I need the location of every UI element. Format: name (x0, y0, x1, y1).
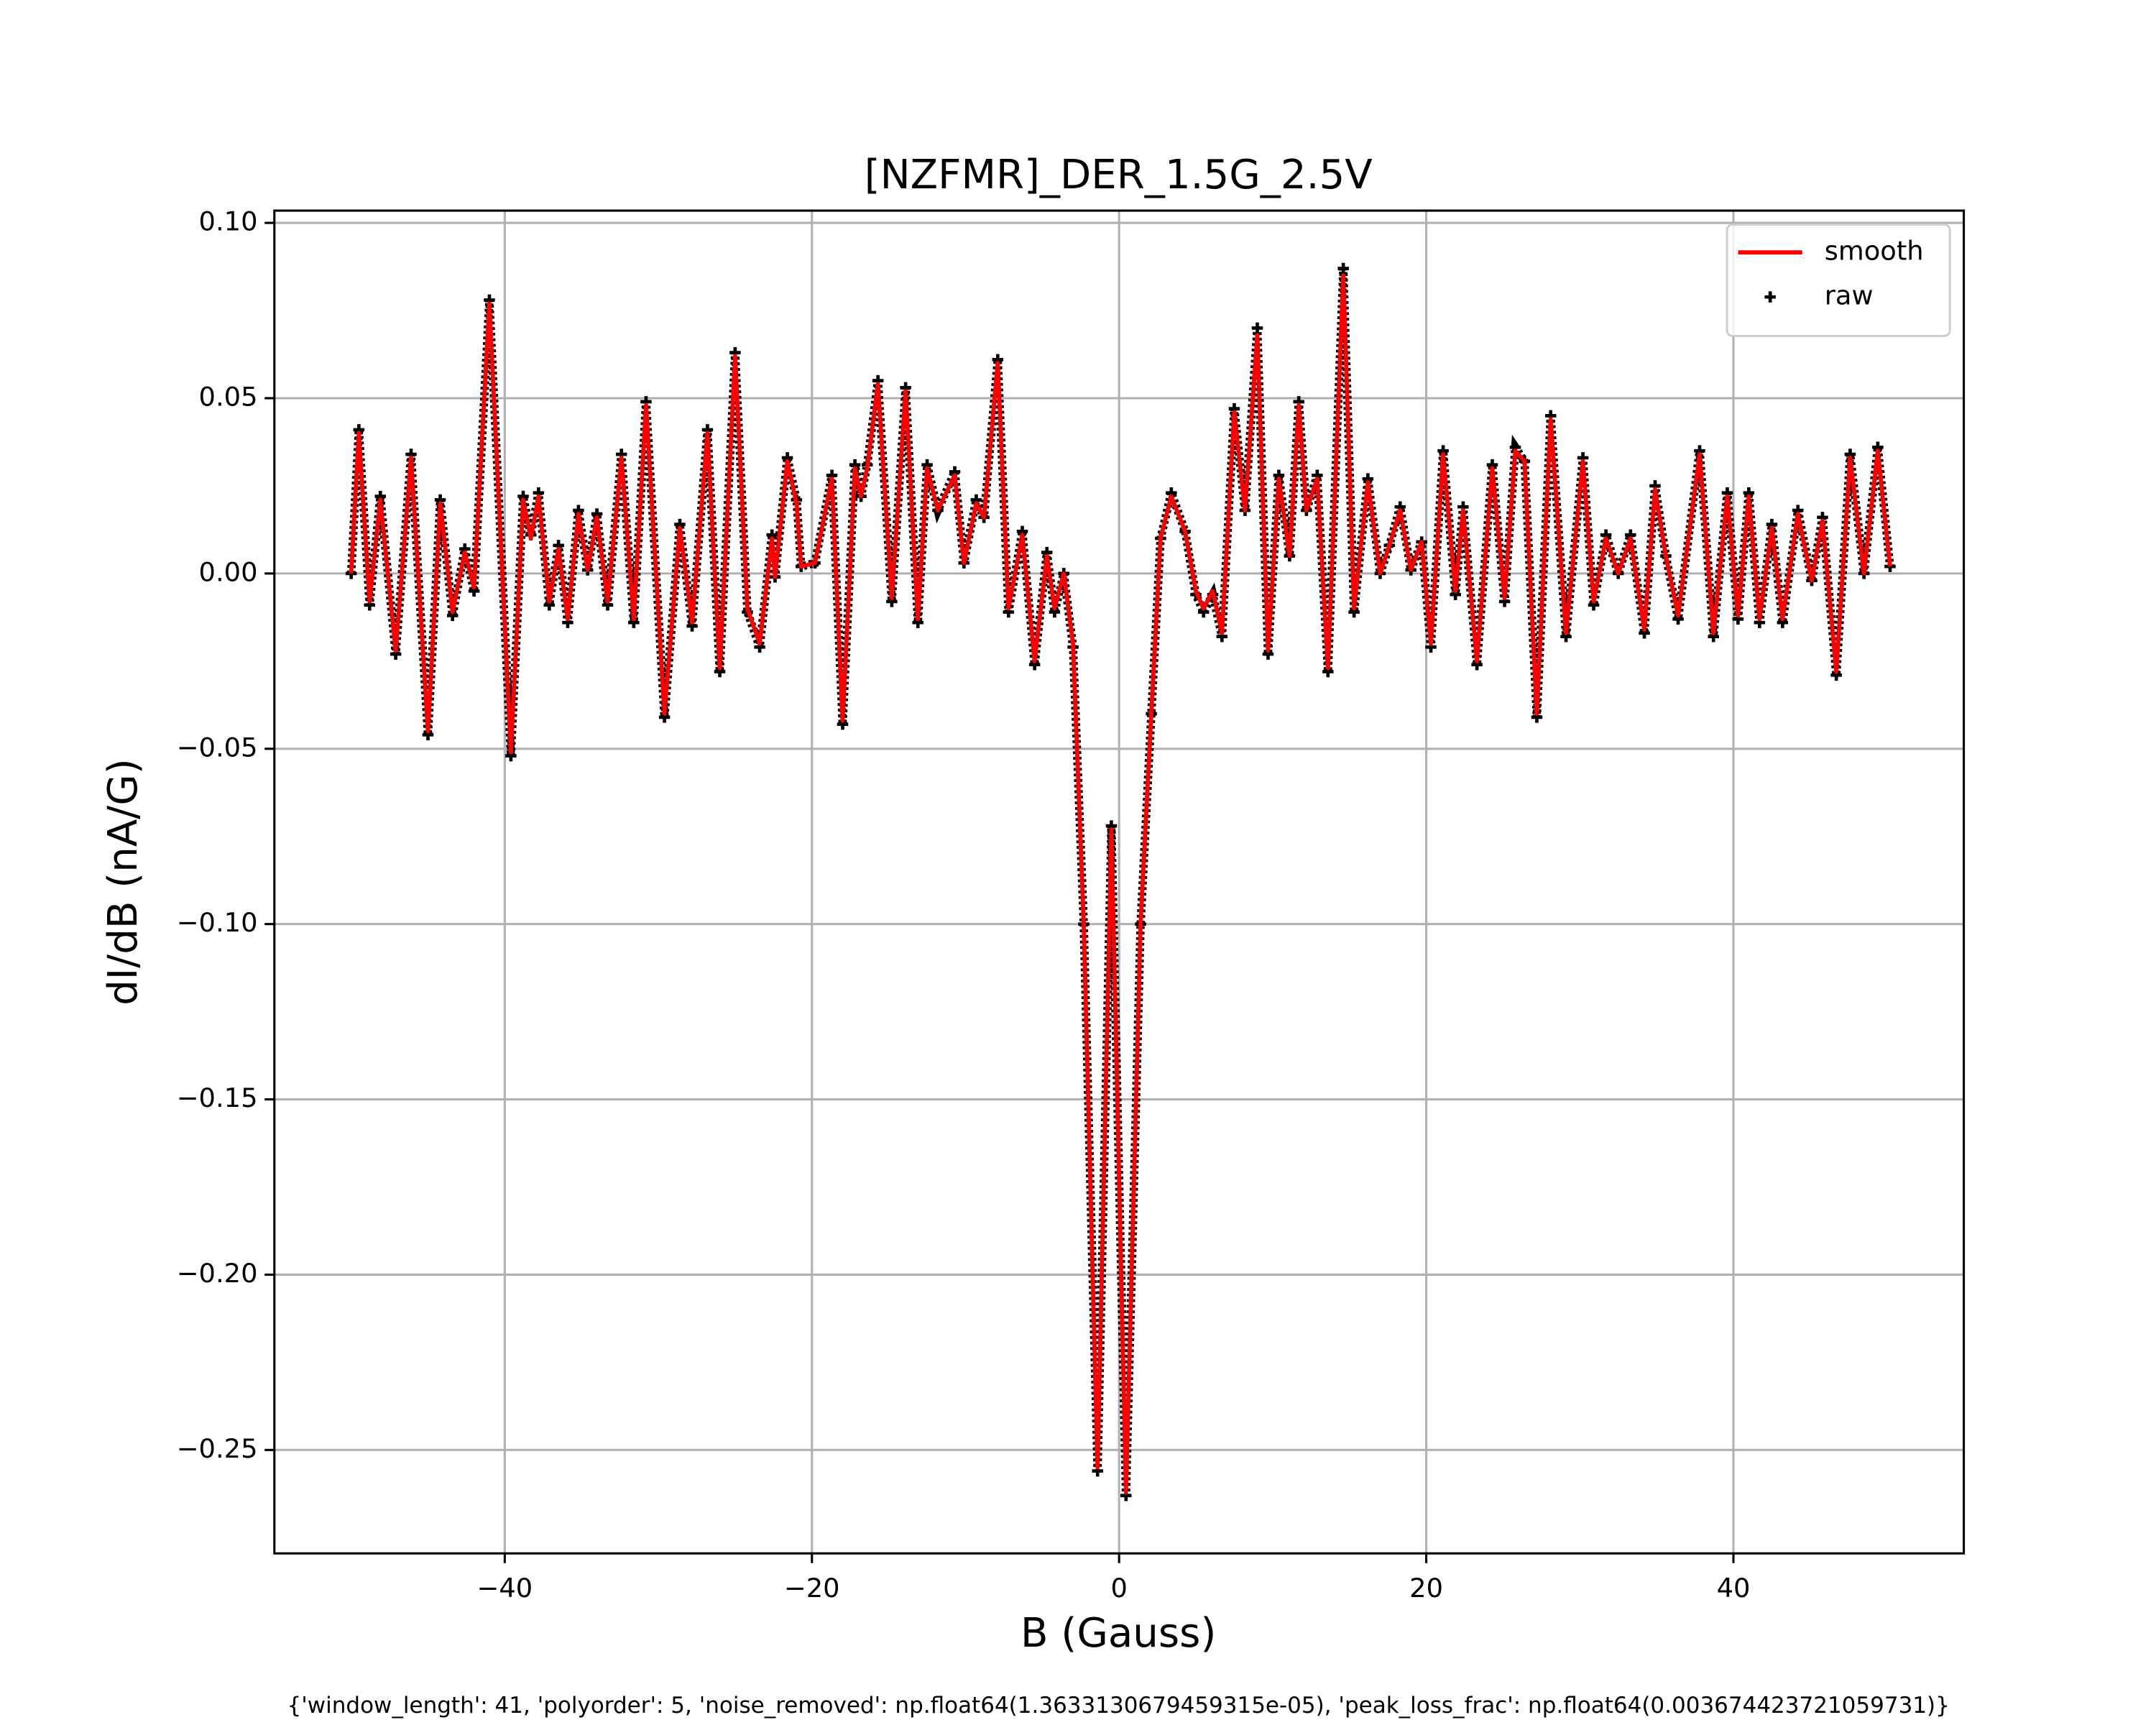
legend-label: raw (1825, 280, 1874, 311)
x-axis-label: B (Gauss) (1021, 1610, 1216, 1657)
x-tick-label: 20 (1409, 1573, 1443, 1604)
x-tick-label: −40 (476, 1573, 533, 1604)
x-tick-label: −20 (784, 1573, 840, 1604)
y-tick-label: −0.05 (177, 732, 258, 763)
raw-point (1337, 262, 1349, 275)
legend-swatch (1764, 291, 1776, 303)
y-axis-label: dI/dB (nA/G) (100, 758, 147, 1006)
y-tick-label: 0.05 (199, 381, 258, 412)
legend-label: smooth (1825, 236, 1924, 267)
y-tick-label: 0.00 (199, 556, 258, 587)
smooth-line (349, 273, 1892, 1494)
y-tick-label: −0.20 (177, 1258, 258, 1289)
raw-series (345, 262, 1896, 1501)
y-tick-label: −0.15 (177, 1082, 258, 1113)
footnote: {'window_length': 41, 'polyorder': 5, 'n… (287, 1693, 1950, 1719)
x-tick-label: 40 (1717, 1573, 1751, 1604)
plot-frame (273, 209, 1966, 1555)
x-tick-label: 0 (1110, 1573, 1127, 1604)
y-tick-label: 0.10 (199, 206, 258, 237)
raw-point (1251, 322, 1263, 334)
chart-title: [NZFMR]_DER_1.5G_2.5V (865, 152, 1373, 198)
y-tick-label: −0.10 (177, 907, 258, 938)
y-tick-label: −0.25 (177, 1433, 258, 1464)
